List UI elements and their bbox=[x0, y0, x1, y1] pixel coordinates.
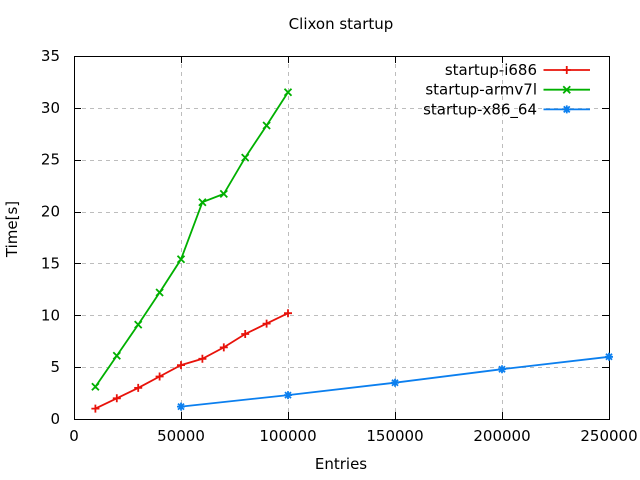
y-tick-label: 35 bbox=[41, 47, 60, 65]
x-tick-label: 200000 bbox=[473, 427, 530, 445]
legend-marker-icon bbox=[562, 105, 571, 114]
x-axis-label: Entries bbox=[315, 455, 367, 473]
chart-title: Clixon startup bbox=[289, 15, 394, 33]
legend-label: startup-armv7l bbox=[425, 81, 537, 99]
y-tick-label: 0 bbox=[50, 410, 60, 428]
x-tick-label: 50000 bbox=[157, 427, 205, 445]
y-tick-label: 5 bbox=[50, 358, 60, 376]
series-markers-startup-armv7l bbox=[91, 88, 293, 391]
y-tick-label: 15 bbox=[41, 254, 60, 272]
legend-marker-icon bbox=[562, 85, 571, 94]
x-tick-label: 250000 bbox=[580, 427, 637, 445]
legend-label: startup-x86_64 bbox=[423, 100, 537, 119]
legend-label: startup-i686 bbox=[445, 61, 537, 79]
x-tick-label: 0 bbox=[69, 427, 79, 445]
plot-border bbox=[74, 56, 610, 420]
x-tick-label: 100000 bbox=[259, 427, 316, 445]
y-tick-label: 25 bbox=[41, 151, 60, 169]
series-markers-startup-i686 bbox=[91, 309, 292, 413]
series-line-startup-i686 bbox=[95, 312, 289, 410]
series-line-startup-armv7l bbox=[94, 91, 289, 388]
y-tick-label: 10 bbox=[41, 306, 60, 324]
legend-marker-icon bbox=[562, 66, 571, 74]
series-markers-startup-x86_64 bbox=[177, 352, 613, 411]
x-tick-label: 150000 bbox=[366, 427, 423, 445]
y-axis-label: Time[s] bbox=[3, 201, 21, 258]
y-tick-label: 20 bbox=[41, 203, 60, 221]
plot-generated: 0 50000 100000 150000 200000 250000 0 5 10 15 20 25… bbox=[41, 47, 638, 445]
y-tick-label: 30 bbox=[41, 99, 60, 117]
